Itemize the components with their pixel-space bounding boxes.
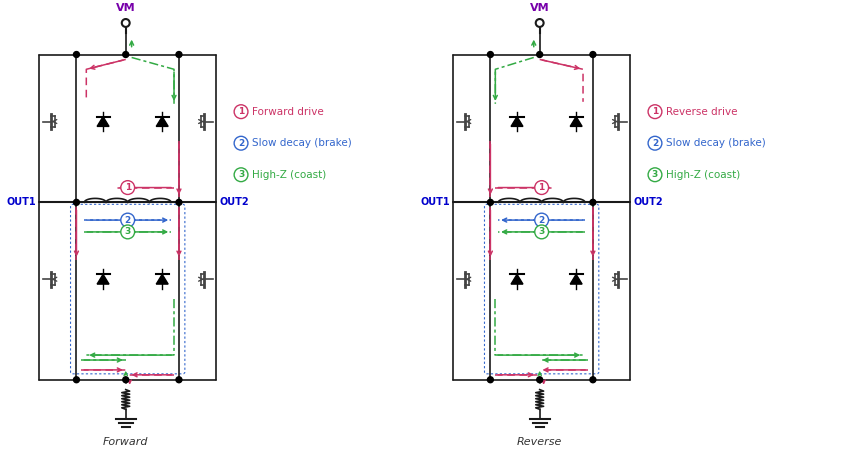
Circle shape [234, 136, 248, 150]
Text: 1: 1 [538, 183, 545, 192]
Text: Forward drive: Forward drive [252, 106, 324, 117]
Circle shape [488, 199, 494, 205]
Polygon shape [97, 117, 109, 126]
Circle shape [73, 199, 79, 205]
Polygon shape [156, 117, 168, 126]
Circle shape [590, 377, 596, 383]
Text: 2: 2 [124, 216, 131, 224]
Text: High-Z (coast): High-Z (coast) [252, 170, 326, 180]
Text: Reverse drive: Reverse drive [666, 106, 738, 117]
Text: OUT1: OUT1 [7, 197, 36, 207]
Circle shape [176, 199, 182, 205]
Polygon shape [511, 117, 523, 126]
Text: 1: 1 [652, 107, 659, 116]
Text: 1: 1 [238, 107, 244, 116]
Circle shape [176, 377, 182, 383]
Circle shape [648, 168, 662, 182]
Text: 2: 2 [652, 139, 659, 148]
Text: 3: 3 [538, 227, 545, 236]
Circle shape [122, 19, 130, 27]
Text: OUT2: OUT2 [633, 197, 663, 207]
Text: 3: 3 [652, 170, 659, 179]
Text: 1: 1 [124, 183, 131, 192]
Circle shape [73, 377, 79, 383]
Text: 2: 2 [238, 139, 244, 148]
Text: Slow decay (brake): Slow decay (brake) [666, 138, 765, 148]
Circle shape [123, 51, 129, 57]
Circle shape [535, 181, 548, 195]
Circle shape [537, 51, 542, 57]
Circle shape [535, 213, 548, 227]
Circle shape [234, 105, 248, 118]
Circle shape [488, 377, 494, 383]
Text: Forward: Forward [103, 437, 149, 447]
Polygon shape [97, 274, 109, 284]
Text: VM: VM [116, 3, 135, 13]
Circle shape [648, 105, 662, 118]
Text: VM: VM [530, 3, 549, 13]
Polygon shape [570, 117, 582, 126]
Circle shape [234, 168, 248, 182]
Circle shape [537, 377, 542, 383]
Circle shape [123, 377, 129, 383]
Circle shape [536, 19, 543, 27]
Polygon shape [511, 274, 523, 284]
Polygon shape [156, 274, 168, 284]
Text: 3: 3 [238, 170, 244, 179]
Text: Slow decay (brake): Slow decay (brake) [252, 138, 352, 148]
Circle shape [488, 51, 494, 57]
Circle shape [648, 136, 662, 150]
Circle shape [73, 51, 79, 57]
Circle shape [121, 181, 135, 195]
Circle shape [121, 225, 135, 239]
Text: 3: 3 [124, 227, 131, 236]
Text: 2: 2 [538, 216, 545, 224]
Text: OUT1: OUT1 [420, 197, 450, 207]
Text: High-Z (coast): High-Z (coast) [666, 170, 740, 180]
Polygon shape [570, 274, 582, 284]
Circle shape [121, 213, 135, 227]
Circle shape [590, 199, 596, 205]
Circle shape [535, 225, 548, 239]
Text: OUT2: OUT2 [220, 197, 249, 207]
Circle shape [590, 51, 596, 57]
Text: Reverse: Reverse [517, 437, 563, 447]
Circle shape [176, 51, 182, 57]
